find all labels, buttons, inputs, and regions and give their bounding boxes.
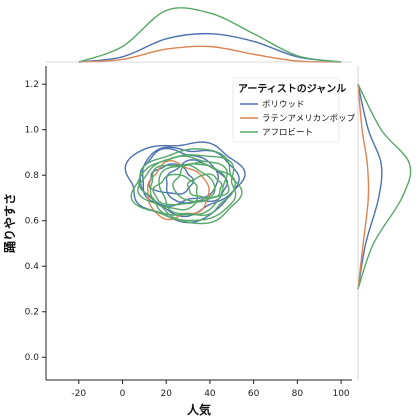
y-tick-label: 0.6 [25,217,40,227]
kde-contour-3 [152,173,199,206]
y-axis-ticks: 0.0 0.2 0.4 0.6 0.8 1.0 1.2 [25,80,46,363]
kde-contour-3 [137,154,237,222]
x-tick-label: 60 [248,389,260,399]
right-marginal-density [357,66,412,380]
x-tick-label: 40 [204,389,216,399]
right-marginal-curve-3 [357,83,412,290]
y-tick-label: 0.4 [25,262,40,272]
kde-contour-3 [186,173,223,199]
legend-entry-label: ボリウッド [262,100,305,110]
top-marginal-curve-2 [78,45,342,63]
legend-entry-label: アフロビート [262,128,313,138]
x-tick-label: 80 [292,389,304,399]
kde-contour-3 [130,148,243,225]
kde-contour-3 [138,155,228,216]
right-marginal-curve-1 [357,84,383,290]
x-axis-ticks: -20 0 20 40 60 80 100 [71,380,350,399]
x-axis-label: 人気 [187,402,211,417]
kde-contour-3 [158,162,236,216]
x-tick-label: 100 [332,389,349,399]
x-tick-label: -20 [71,389,86,399]
legend-title: アーティストのジャンル [238,83,346,95]
top-marginal-curve-1 [78,32,342,63]
x-tick-label: 0 [120,389,126,399]
y-tick-label: 1.0 [25,126,40,136]
y-tick-label: 1.2 [25,80,39,90]
top-marginal-density [46,7,352,63]
main-plot-area: -20 0 20 40 60 80 100 0.0 0.2 0.4 0.6 0.8 1.0 1.2 [25,66,352,399]
y-axis-label: 踊りやすさ [3,193,17,253]
kde-contours [124,141,246,225]
top-marginal-curve-3 [78,7,342,63]
y-tick-label: 0.8 [25,171,40,181]
kde-contour-3 [149,164,216,211]
y-tick-label: 0.0 [25,353,40,363]
right-marginal-curve-2 [357,84,370,290]
legend-box [232,77,340,143]
x-tick-label: 20 [160,389,172,399]
y-tick-label: 0.2 [25,308,39,318]
legend-entry-label: ラテンアメリカンポップ [262,114,356,124]
